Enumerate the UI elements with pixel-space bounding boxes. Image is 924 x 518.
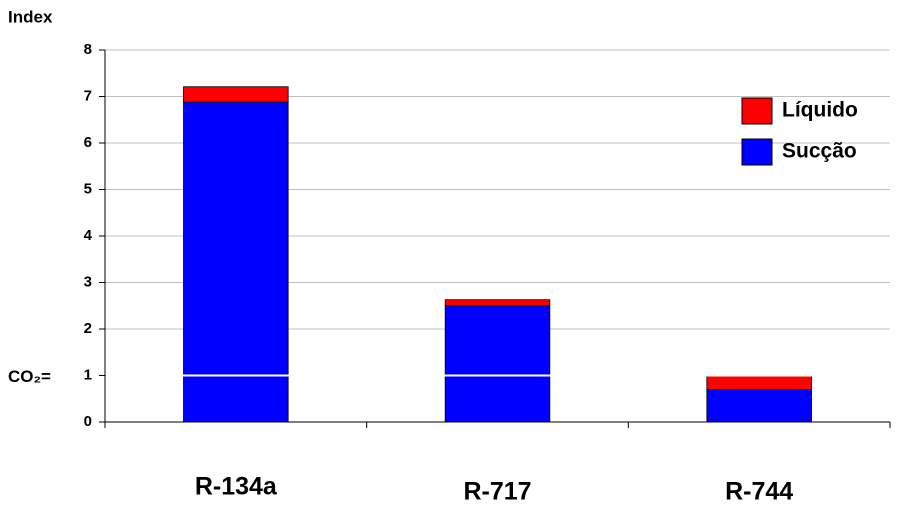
x-tick-label: R-134a [195,473,278,501]
x-tick-label: R-717 [463,478,531,506]
y-tick-label: 5 [84,180,92,197]
bar-segment [706,389,812,423]
annotation: CO₂= [8,367,51,386]
y-tick-label: 2 [84,320,92,337]
x-tick-label: R-744 [725,478,793,506]
legend-swatch [741,138,773,166]
y-tick-label: 3 [84,273,92,290]
legend-label: Líquido [782,99,858,122]
bar-segment [444,305,551,423]
y-tick-label: 8 [84,41,92,58]
y-tick-label: 4 [84,227,93,244]
y-axis-label: Index [8,7,53,26]
bar-segment [183,101,289,423]
bar-segment [444,299,551,307]
legend-swatch [741,97,773,125]
legend-label: Sucção [782,140,857,163]
y-tick-label: 7 [84,87,92,104]
bar-segment [706,375,812,390]
y-tick-label: 1 [84,366,92,383]
y-tick-label: 0 [84,413,92,430]
bar-segment [183,86,289,103]
y-tick-label: 6 [84,134,92,151]
